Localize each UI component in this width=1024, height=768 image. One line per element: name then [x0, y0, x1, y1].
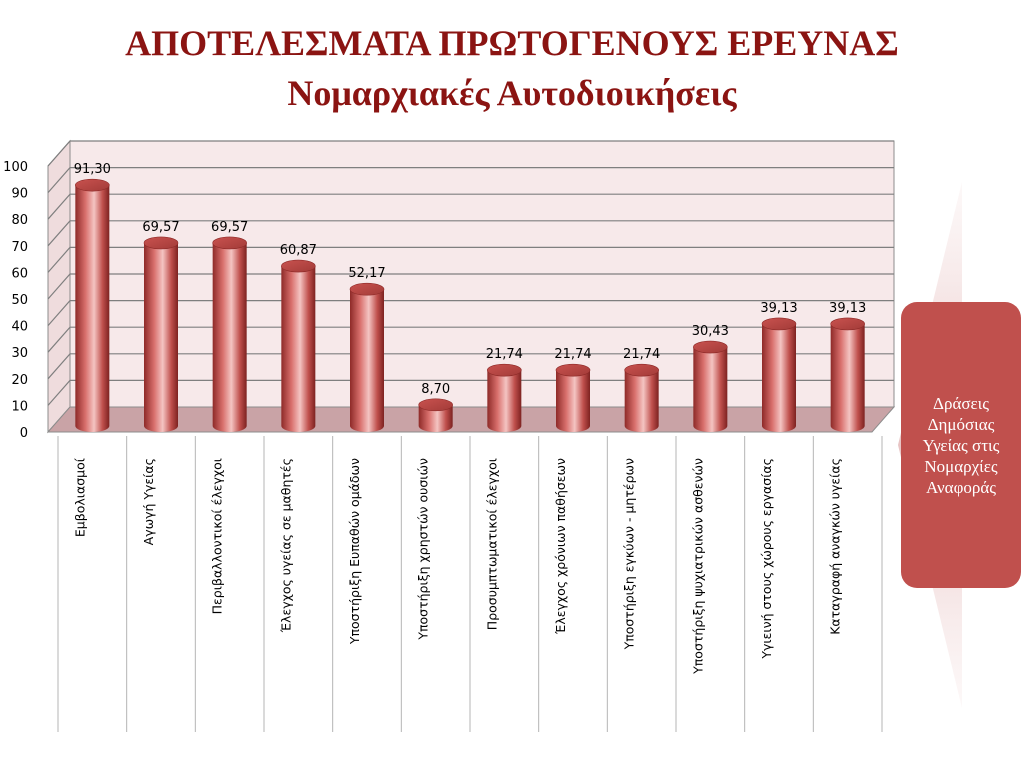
y-tick-label: 80 [11, 213, 28, 228]
plot-floor [46, 406, 896, 433]
y-tick-label: 20 [11, 373, 28, 388]
bar-top [349, 282, 385, 296]
bar [350, 289, 384, 432]
bar-group: 60,87 [280, 243, 317, 432]
x-category-label: Υποστήριξη εγκύων - μητέρων [622, 458, 637, 650]
x-category-label: Έλεγχος χρόνιων παθήσεων [553, 458, 568, 635]
slide-subtitle: Νομαρχιακές Αυτοδιοικήσεις [287, 73, 737, 113]
bar-top [487, 363, 522, 377]
x-category-label: Υποστήριξη χρηστών ουσιών [416, 458, 431, 641]
data-label: 39,13 [760, 301, 797, 316]
bar [418, 404, 453, 432]
y-tick-label: 50 [11, 293, 28, 308]
data-label: 21,74 [486, 347, 523, 362]
gridline [47, 379, 894, 406]
gridline [47, 326, 894, 353]
bar [556, 370, 590, 432]
data-label: 21,74 [554, 347, 591, 362]
data-label: 69,57 [211, 220, 248, 235]
bar-group: 39,13 [829, 301, 866, 432]
data-label: 60,87 [280, 243, 317, 258]
x-category-label: Περιβαλλοντικοί έλεγχοι [210, 458, 225, 614]
bars: 91,30 69,57 69,57 60,87 52,17 8,70 21,74 21,74 2… [74, 162, 866, 432]
bar [762, 323, 796, 432]
bar-group: 21,74 [623, 347, 660, 432]
bar [830, 323, 865, 432]
x-category-label: Προσυμπτωματικοί έλεγχοι [484, 458, 499, 630]
y-axis: 0 10 20 30 40 50 60 70 80 90 100 [3, 160, 28, 441]
bar-top [830, 317, 865, 331]
bar-group: 21,74 [486, 347, 523, 432]
bar [487, 370, 522, 432]
gridline [47, 167, 894, 193]
data-label: 8,70 [421, 382, 450, 397]
y-tick-label: 100 [3, 160, 28, 175]
gridline [47, 193, 894, 220]
bar-group: 69,57 [211, 220, 248, 432]
bar-group: 52,17 [348, 266, 386, 432]
bar-top [761, 317, 797, 331]
bar [281, 266, 316, 432]
bar [693, 347, 728, 432]
bar [624, 370, 659, 432]
x-category-label: Εμβολιασμοί [72, 457, 87, 537]
side-note-box: Δράσεις Δημόσιας Υγείας στις Νομαρχίες Α… [901, 302, 1021, 588]
bar-group: 39,13 [760, 301, 798, 432]
slide-title: ΑΠΟΤΕΛΕΣΜΑΤΑ ΠΡΩΤΟΓΕΝΟΥΣ ΕΡΕΥΝΑΣ [125, 23, 899, 63]
data-label: 39,13 [829, 301, 866, 316]
y-tick-label: 10 [11, 399, 28, 414]
gridline [47, 220, 894, 247]
gridline [47, 300, 894, 326]
bar-top [693, 340, 728, 354]
bar-top [212, 236, 247, 250]
gridline [47, 273, 894, 300]
bar [75, 185, 110, 432]
bar-top [281, 259, 316, 273]
y-tick-label: 90 [11, 187, 28, 202]
gridline [47, 140, 894, 167]
x-category-label: Καταγραφή αναγκών υγείας [828, 458, 843, 635]
gridlines [47, 140, 894, 406]
x-category-label: Υγιεινή στους χώρους εργασίας [759, 458, 774, 660]
x-axis-labels: Εμβολιασμοί Αγωγή Υγείας Περιβαλλοντικοί έ… [57, 436, 883, 732]
gridline [47, 353, 894, 380]
y-tick-label: 30 [11, 346, 28, 361]
y-tick-label: 70 [11, 240, 28, 255]
bar [144, 242, 178, 432]
x-category-label: Έλεγχος υγείας σε μαθητές [278, 458, 293, 633]
bar-group: 8,70 [418, 382, 453, 432]
bar-top [75, 178, 110, 192]
bar-group: 69,57 [142, 220, 180, 432]
data-label: 69,57 [142, 220, 179, 235]
x-category-label: Αγωγή Υγείας [141, 458, 156, 545]
bar-top [555, 363, 591, 377]
gridline [47, 246, 894, 273]
x-category-label: Υποστήριξη ψυχιατρικών ασθενών [690, 458, 705, 675]
x-category-label: Υποστήριξη Ευπαθών ομάδων [347, 458, 362, 645]
bar-group: 30,43 [692, 324, 729, 432]
data-label: 21,74 [623, 347, 660, 362]
data-label: 30,43 [692, 324, 729, 339]
data-label: 52,17 [348, 266, 385, 281]
side-note-text: Δράσεις Δημόσιας Υγείας στις Νομαρχίες Α… [922, 393, 1000, 497]
bar-top [418, 398, 453, 412]
y-tick-label: 40 [11, 320, 28, 335]
bar-group: 21,74 [554, 347, 592, 432]
y-tick-label: 60 [11, 266, 28, 281]
bar [212, 242, 247, 432]
y-tick-label: 0 [20, 426, 28, 441]
bar-top [143, 236, 179, 250]
bar-top [624, 363, 659, 377]
bar-group: 91,30 [74, 162, 111, 432]
data-label: 91,30 [74, 162, 111, 177]
